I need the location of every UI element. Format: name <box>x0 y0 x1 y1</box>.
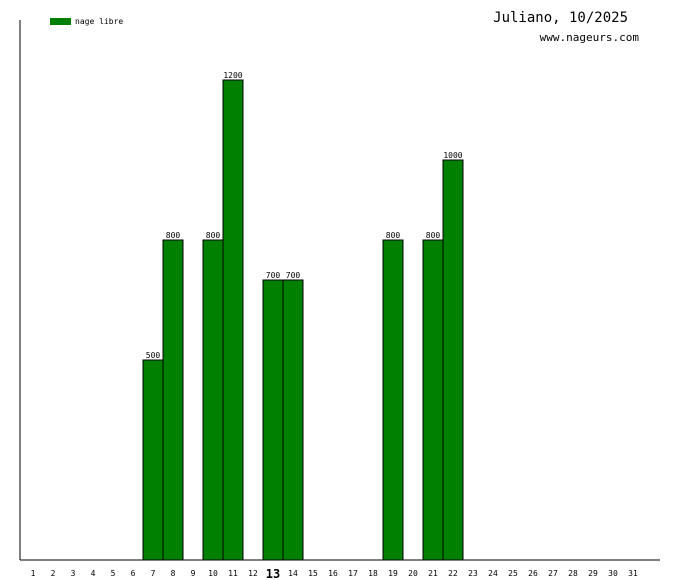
x-tick-label-30: 30 <box>608 569 618 578</box>
x-tick-label-22: 22 <box>448 569 458 578</box>
x-tick-label-17: 17 <box>348 569 358 578</box>
x-tick-label-5: 5 <box>111 569 116 578</box>
x-tick-label-13: 13 <box>266 567 280 580</box>
x-tick-label-16: 16 <box>328 569 338 578</box>
bar-day-10 <box>202 239 224 561</box>
x-tick-label-20: 20 <box>408 569 418 578</box>
data-label-day-22: 1000 <box>443 151 462 160</box>
x-tick-labels: 1 2 3 4 5 6 7 8 9 10 11 12 13 14 15 16 17 18 19 20 21 22 23 24 2… <box>31 567 638 580</box>
x-tick-label-31: 31 <box>628 569 638 578</box>
bar-day-11 <box>222 79 244 561</box>
x-tick-label-3: 3 <box>71 569 76 578</box>
data-label-day-11: 1200 <box>223 71 242 80</box>
x-tick-label-12: 12 <box>248 569 258 578</box>
x-tick-label-10: 10 <box>208 569 218 578</box>
bar-day-22 <box>442 159 464 561</box>
bar-day-21 <box>422 239 444 561</box>
x-tick-label-7: 7 <box>151 569 156 578</box>
bars-group: 500 800 800 1200 700 700 800 800 1000 <box>142 71 464 561</box>
x-tick-label-26: 26 <box>528 569 538 578</box>
x-tick-label-14: 14 <box>288 569 298 578</box>
x-tick-label-9: 9 <box>191 569 196 578</box>
website-label: www.nageurs.com <box>539 31 639 44</box>
x-tick-label-18: 18 <box>368 569 378 578</box>
bar-day-19 <box>382 239 404 561</box>
data-label-day-19: 800 <box>386 231 401 240</box>
x-tick-label-4: 4 <box>91 569 96 578</box>
data-label-day-10: 800 <box>206 231 221 240</box>
x-tick-label-11: 11 <box>228 569 238 578</box>
x-tick-label-25: 25 <box>508 569 518 578</box>
x-tick-label-2: 2 <box>51 569 56 578</box>
x-tick-label-28: 28 <box>568 569 578 578</box>
data-label-day-7: 500 <box>146 351 161 360</box>
legend-swatch <box>50 18 71 25</box>
data-label-day-13: 700 <box>266 271 281 280</box>
x-tick-label-23: 23 <box>468 569 478 578</box>
x-tick-label-24: 24 <box>488 569 498 578</box>
x-tick-label-21: 21 <box>428 569 438 578</box>
data-label-day-8: 800 <box>166 231 181 240</box>
data-label-day-21: 800 <box>426 231 441 240</box>
legend: nage libre <box>50 17 123 26</box>
x-tick-label-19: 19 <box>388 569 398 578</box>
bar-day-13 <box>262 279 284 561</box>
bar-day-14 <box>282 279 304 561</box>
x-tick-label-27: 27 <box>548 569 558 578</box>
x-tick-label-29: 29 <box>588 569 598 578</box>
legend-label: nage libre <box>75 17 124 26</box>
chart-title: Juliano, 10/2025 <box>493 10 628 26</box>
bar-day-7 <box>142 359 164 561</box>
bar-day-8 <box>162 239 184 561</box>
x-tick-label-6: 6 <box>131 569 136 578</box>
x-tick-label-8: 8 <box>171 569 176 578</box>
x-tick-label-15: 15 <box>308 569 318 578</box>
data-label-day-14: 700 <box>286 271 301 280</box>
x-tick-label-1: 1 <box>31 569 36 578</box>
